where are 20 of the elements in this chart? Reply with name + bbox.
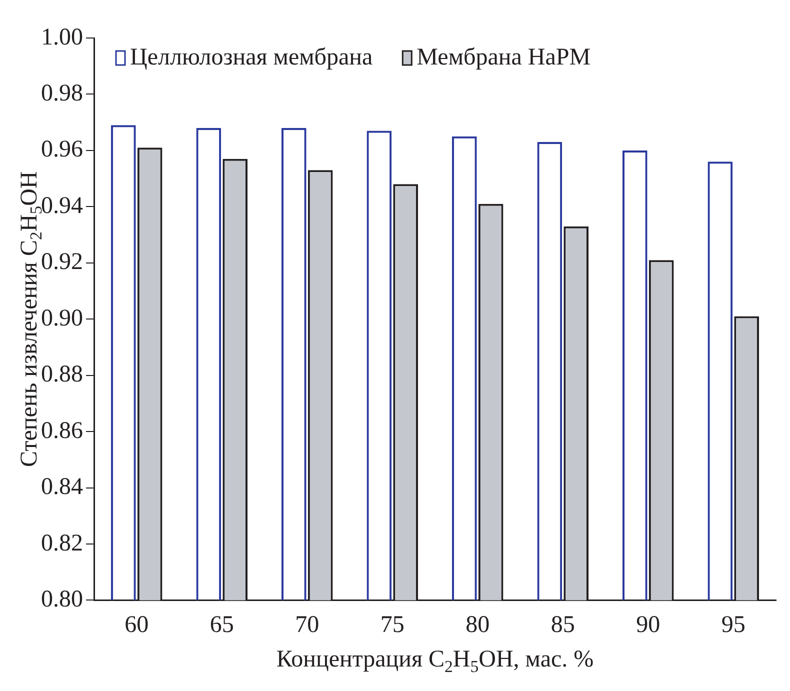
legend-label: Мембрана HaPM bbox=[416, 44, 591, 70]
x-tick-label: 60 bbox=[124, 612, 149, 638]
y-tick-label: 0.92 bbox=[41, 249, 83, 276]
x-tick-label: 85 bbox=[550, 612, 575, 638]
x-tick-label: 70 bbox=[295, 612, 320, 638]
x-tick-label: 95 bbox=[721, 612, 746, 638]
y-tick-label: 0.80 bbox=[41, 586, 83, 612]
y-tick-label: 0.84 bbox=[41, 474, 83, 500]
y-tick-label: 1.00 bbox=[41, 24, 83, 50]
x-tick-label: 65 bbox=[210, 612, 234, 638]
y-tick-label: 0.82 bbox=[41, 530, 83, 556]
x-tick-label: 90 bbox=[636, 612, 660, 638]
y-tick-label: 0.88 bbox=[41, 362, 83, 388]
y-tick-label: 0.90 bbox=[41, 305, 83, 332]
legend-label: Целлюлозная мембрана bbox=[130, 44, 373, 70]
y-tick-label: 0.96 bbox=[41, 136, 83, 163]
x-tick-label: 75 bbox=[380, 612, 404, 638]
x-tick-label: 80 bbox=[466, 612, 490, 638]
y-tick-label: 0.98 bbox=[41, 80, 83, 107]
y-tick-label: 0.94 bbox=[41, 192, 83, 219]
